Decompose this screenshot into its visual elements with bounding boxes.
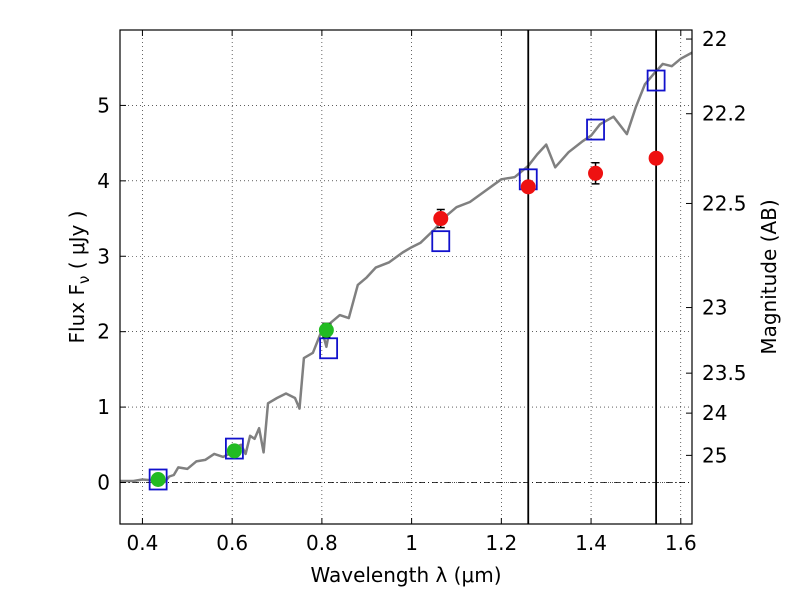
observed-flux-point bbox=[588, 165, 604, 181]
y-axis-label-main: Flux F bbox=[65, 284, 89, 343]
right-tick-label: 23 bbox=[702, 296, 727, 320]
x-tick-label: 1.6 bbox=[665, 531, 697, 555]
right-axis-label: Magnitude (AB) bbox=[757, 199, 781, 354]
y-tick-label: 3 bbox=[97, 244, 110, 268]
right-tick-label: 22.5 bbox=[702, 191, 747, 215]
y-axis-label-unit: ( μJy ) bbox=[65, 211, 89, 276]
model-flux-square bbox=[586, 118, 605, 141]
y-tick-label: 4 bbox=[97, 169, 110, 193]
x-tick-label: 0.8 bbox=[306, 531, 338, 555]
x-tick-label: 1.4 bbox=[575, 531, 607, 555]
right-tick-label: 25 bbox=[702, 443, 727, 467]
model-curve-layer bbox=[120, 51, 693, 484]
x-tick-label: 0.4 bbox=[127, 531, 159, 555]
model-flux-square bbox=[224, 437, 244, 460]
data-markers bbox=[148, 69, 666, 491]
grid bbox=[120, 30, 692, 524]
right-tick-label: 23.5 bbox=[702, 361, 747, 385]
model-flux-square bbox=[148, 468, 168, 491]
right-tick-label: 22 bbox=[702, 27, 727, 51]
observed-flux-point bbox=[648, 150, 664, 166]
y-tick-label: 0 bbox=[97, 471, 110, 495]
observed-flux-point bbox=[226, 443, 242, 459]
reference-lines bbox=[120, 30, 692, 524]
model-spectrum-line bbox=[120, 51, 693, 484]
y-tick-label: 5 bbox=[97, 93, 110, 117]
model-flux-square bbox=[646, 69, 666, 92]
y-tick-label: 2 bbox=[97, 320, 110, 344]
right-tick-label: 22.2 bbox=[702, 102, 747, 126]
model-flux-square bbox=[319, 337, 339, 360]
observed-flux-point bbox=[520, 179, 536, 195]
observed-flux-point bbox=[150, 472, 166, 488]
y-axis-label: Flux Fν ( μJy ) bbox=[65, 211, 93, 344]
ticks: 0.4 0.6 0.8 1 1.2 1.4 1.60123452222.222.52323.… bbox=[97, 27, 746, 555]
observed-flux-point bbox=[433, 211, 449, 227]
x-tick-label: 0.6 bbox=[216, 531, 248, 555]
y-tick-label: 1 bbox=[97, 395, 110, 419]
model-flux-square bbox=[431, 230, 451, 253]
observed-flux-point bbox=[318, 322, 334, 338]
x-axis-label: Wavelength λ (μm) bbox=[310, 563, 501, 587]
right-tick-label: 24 bbox=[702, 401, 727, 425]
y-axis-label-sub: ν bbox=[75, 276, 93, 284]
x-tick-label: 1.2 bbox=[485, 531, 517, 555]
plot-frame bbox=[119, 29, 693, 525]
x-tick-label: 1 bbox=[405, 531, 418, 555]
